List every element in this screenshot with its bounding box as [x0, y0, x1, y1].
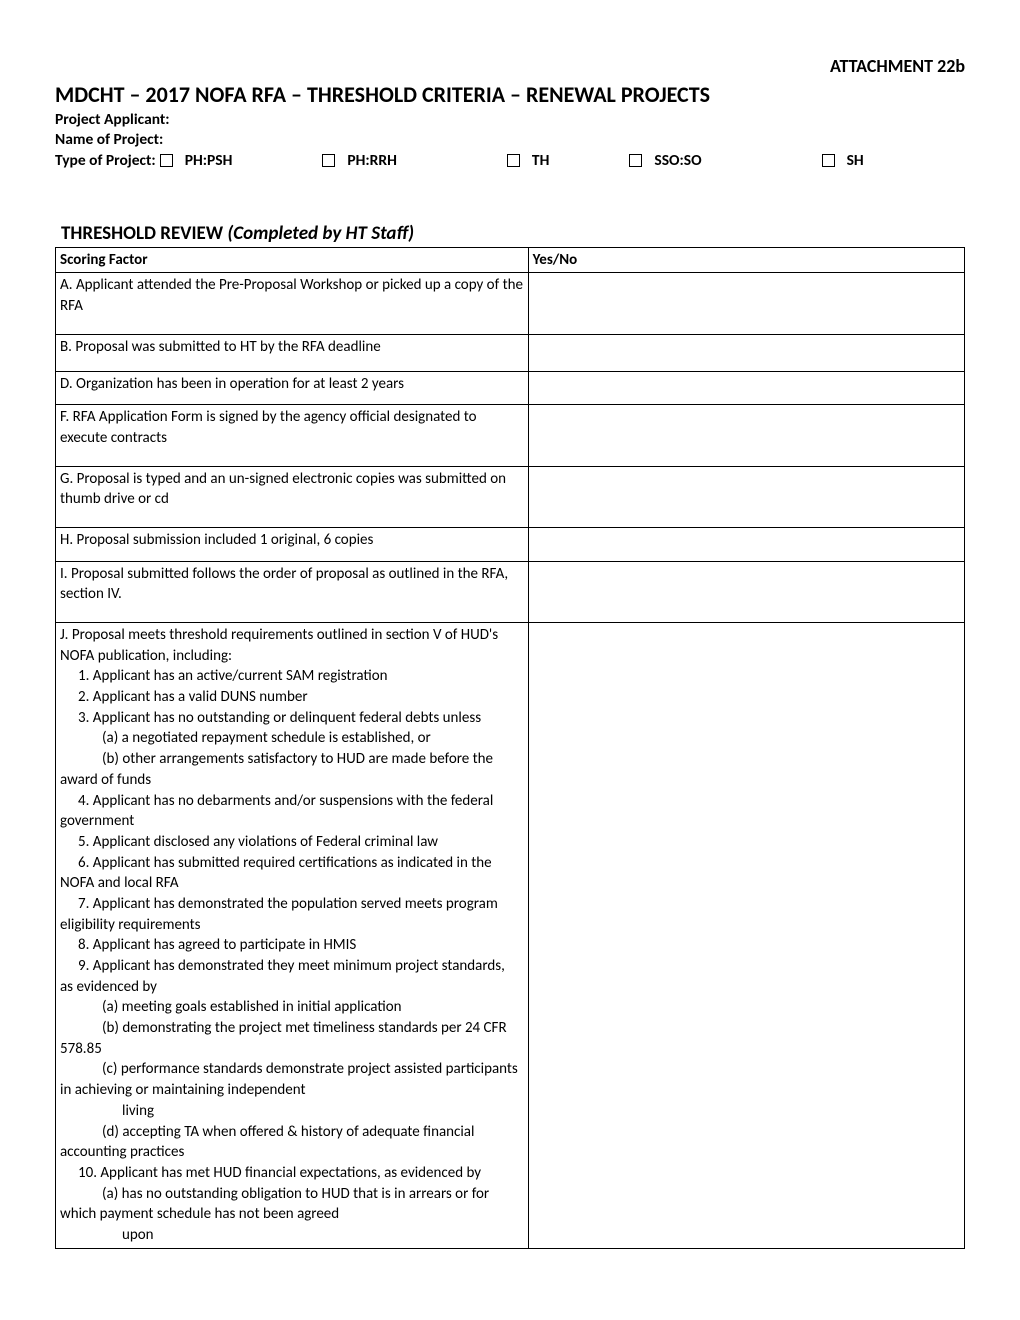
attachment-label: ATTACHMENT 22b — [55, 55, 965, 77]
table-header-row: Scoring Factor Yes/No — [56, 248, 965, 273]
j-10: 10. Applicant has met HUD financial expe… — [60, 1163, 524, 1184]
checkbox-ph-psh[interactable] — [160, 154, 173, 167]
cell-yesno-g[interactable] — [528, 466, 964, 528]
j-1: 1. Applicant has an active/current SAM r… — [60, 666, 524, 687]
checkbox-ph-rrh[interactable] — [322, 154, 335, 167]
j-9c-1: (c) performance standards demonstrate pr… — [60, 1059, 524, 1080]
j-10a-3: upon — [60, 1225, 524, 1246]
j-7-2: eligibility requirements — [60, 916, 201, 934]
j-9d-1: (d) accepting TA when offered & history … — [60, 1122, 524, 1143]
j-9a: (a) meeting goals established in initial… — [60, 997, 524, 1018]
j-9b-2: 578.85 — [60, 1040, 102, 1058]
j-9c-3: living — [60, 1101, 524, 1122]
checkbox-sh[interactable] — [822, 154, 835, 167]
table-row: I. Proposal submitted follows the order … — [56, 561, 965, 623]
j-3a: (a) a negotiated repayment schedule is e… — [60, 728, 524, 749]
section-title-bold: THRESHOLD REVIEW — [61, 222, 227, 245]
j-10a-2: which payment schedule has not been agre… — [60, 1205, 339, 1223]
table-row: B. Proposal was submitted to HT by the R… — [56, 334, 965, 371]
j-9c-2: in achieving or maintaining independent — [60, 1081, 306, 1099]
checkbox-th[interactable] — [507, 154, 520, 167]
cell-factor-b: B. Proposal was submitted to HT by the R… — [56, 334, 529, 371]
j-10a-1: (a) has no outstanding obligation to HUD… — [60, 1184, 524, 1205]
table-row: F. RFA Application Form is signed by the… — [56, 405, 965, 467]
j-3b-2: award of funds — [60, 771, 151, 789]
cell-factor-i: I. Proposal submitted follows the order … — [56, 561, 529, 623]
cell-yesno-f[interactable] — [528, 405, 964, 467]
section-title-threshold: THRESHOLD REVIEW (Completed by HT Staff) — [61, 222, 965, 245]
j-9b-1: (b) demonstrating the project met timeli… — [60, 1018, 524, 1039]
table-row: H. Proposal submission included 1 origin… — [56, 528, 965, 561]
j-9-1: 9. Applicant has demonstrated they meet … — [60, 956, 524, 977]
j-9-2: as evidenced by — [60, 978, 157, 996]
j-9d-2: accounting practices — [60, 1143, 184, 1161]
j-8: 8. Applicant has agreed to participate i… — [60, 935, 524, 956]
j-4-1: 4. Applicant has no debarments and/or su… — [60, 791, 524, 812]
j-intro: J. Proposal meets threshold requirements… — [60, 626, 498, 665]
option-sh: SH — [847, 151, 864, 170]
type-of-project-row: Type of Project: PH:PSH PH:RRH TH SSO:SO… — [55, 151, 965, 170]
j-5: 5. Applicant disclosed any violations of… — [60, 832, 524, 853]
cell-factor-j: J. Proposal meets threshold requirements… — [56, 623, 529, 1249]
table-row: J. Proposal meets threshold requirements… — [56, 623, 965, 1249]
j-4-2: government — [60, 812, 134, 830]
table-row: G. Proposal is typed and an un-signed el… — [56, 466, 965, 528]
j-7-1: 7. Applicant has demonstrated the popula… — [60, 894, 524, 915]
cell-yesno-a[interactable] — [528, 273, 964, 335]
j-2: 2. Applicant has a valid DUNS number — [60, 687, 524, 708]
j-6-2: NOFA and local RFA — [60, 874, 179, 892]
header-yes-no: Yes/No — [528, 248, 964, 273]
option-ph-rrh: PH:RRH — [347, 151, 397, 170]
cell-factor-g: G. Proposal is typed and an un-signed el… — [56, 466, 529, 528]
cell-factor-d: D. Organization has been in operation fo… — [56, 372, 529, 405]
field-project-applicant: Project Applicant: — [55, 110, 965, 129]
table-row: A. Applicant attended the Pre-Proposal W… — [56, 273, 965, 335]
cell-yesno-h[interactable] — [528, 528, 964, 561]
section-title-italic: (Completed by HT Staff) — [227, 222, 414, 245]
cell-yesno-d[interactable] — [528, 372, 964, 405]
cell-yesno-i[interactable] — [528, 561, 964, 623]
option-ph-psh: PH:PSH — [185, 151, 233, 170]
cell-factor-h: H. Proposal submission included 1 origin… — [56, 528, 529, 561]
option-sso-so: SSO:SO — [654, 151, 701, 170]
header-scoring-factor: Scoring Factor — [56, 248, 529, 273]
option-th: TH — [532, 151, 549, 170]
j-3b-1: (b) other arrangements satisfactory to H… — [60, 749, 524, 770]
type-of-project-label: Type of Project: — [55, 151, 156, 170]
cell-yesno-b[interactable] — [528, 334, 964, 371]
cell-yesno-j[interactable] — [528, 623, 964, 1249]
j-3: 3. Applicant has no outstanding or delin… — [60, 708, 524, 729]
checkbox-sso-so[interactable] — [629, 154, 642, 167]
field-name-of-project: Name of Project: — [55, 130, 965, 149]
cell-factor-a: A. Applicant attended the Pre-Proposal W… — [56, 273, 529, 335]
page-title: MDCHT – 2017 NOFA RFA – THRESHOLD CRITER… — [55, 81, 965, 108]
j-6-1: 6. Applicant has submitted required cert… — [60, 853, 524, 874]
threshold-table: Scoring Factor Yes/No A. Applicant atten… — [55, 247, 965, 1249]
cell-factor-f: F. RFA Application Form is signed by the… — [56, 405, 529, 467]
table-row: D. Organization has been in operation fo… — [56, 372, 965, 405]
